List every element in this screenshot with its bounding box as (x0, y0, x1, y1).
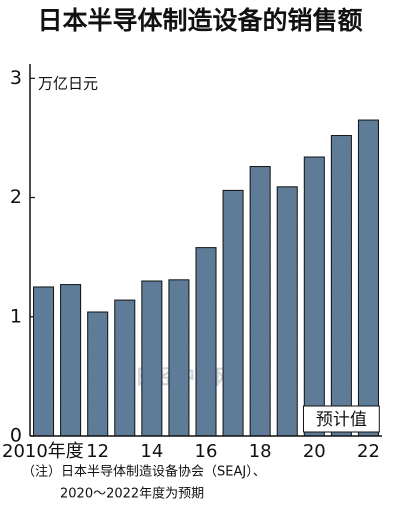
bar (195, 247, 217, 437)
annotation-box (302, 405, 380, 433)
x-tick-label: 2010年度 (2, 441, 84, 462)
x-tick-label: 16 (195, 441, 218, 462)
y-tick-label: 0 (10, 425, 22, 447)
annotation: 预计值 (316, 410, 367, 430)
bar (357, 119, 379, 437)
y-tick-label: 2 (10, 186, 22, 208)
x-tick-label: 22 (357, 441, 380, 462)
y-axis-label: 万亿日元 (38, 75, 98, 93)
bar (276, 186, 298, 437)
note: 2020～2022年度为预期 (60, 486, 204, 502)
bar (330, 135, 352, 437)
bar (114, 299, 136, 437)
note: （注）日本半导体制造设备协会（SEAJ）、 (22, 464, 266, 480)
bar (33, 286, 55, 437)
x-tick-label: 20 (303, 441, 326, 462)
x-tick-label: 12 (86, 441, 109, 462)
y-tick-label: 1 (10, 305, 22, 327)
bar (303, 156, 325, 437)
x-tick-label: 14 (140, 441, 163, 462)
bar (87, 311, 109, 437)
bar (141, 280, 163, 437)
bar (60, 284, 82, 437)
bar (222, 189, 244, 437)
y-tick-label: 3 (10, 67, 22, 89)
bar (249, 166, 271, 437)
chart-title: 日本半导体制造设备的销售额 (37, 6, 362, 35)
bar (168, 279, 190, 437)
x-tick-label: 18 (249, 441, 272, 462)
